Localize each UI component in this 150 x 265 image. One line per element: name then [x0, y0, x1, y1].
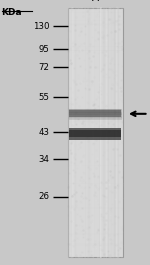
Text: 55: 55: [39, 93, 50, 102]
Text: A: A: [92, 0, 99, 3]
Bar: [68, 8, 123, 257]
Text: 34: 34: [39, 155, 50, 164]
Bar: [69, 128, 122, 140]
Text: 26: 26: [39, 192, 50, 201]
Text: 130: 130: [33, 22, 50, 31]
Bar: [69, 130, 122, 137]
Text: 43: 43: [39, 127, 50, 136]
Text: 72: 72: [39, 63, 50, 72]
Bar: [69, 109, 122, 113]
Bar: [69, 110, 122, 117]
Text: KDa: KDa: [2, 8, 22, 17]
Text: 95: 95: [39, 45, 50, 54]
